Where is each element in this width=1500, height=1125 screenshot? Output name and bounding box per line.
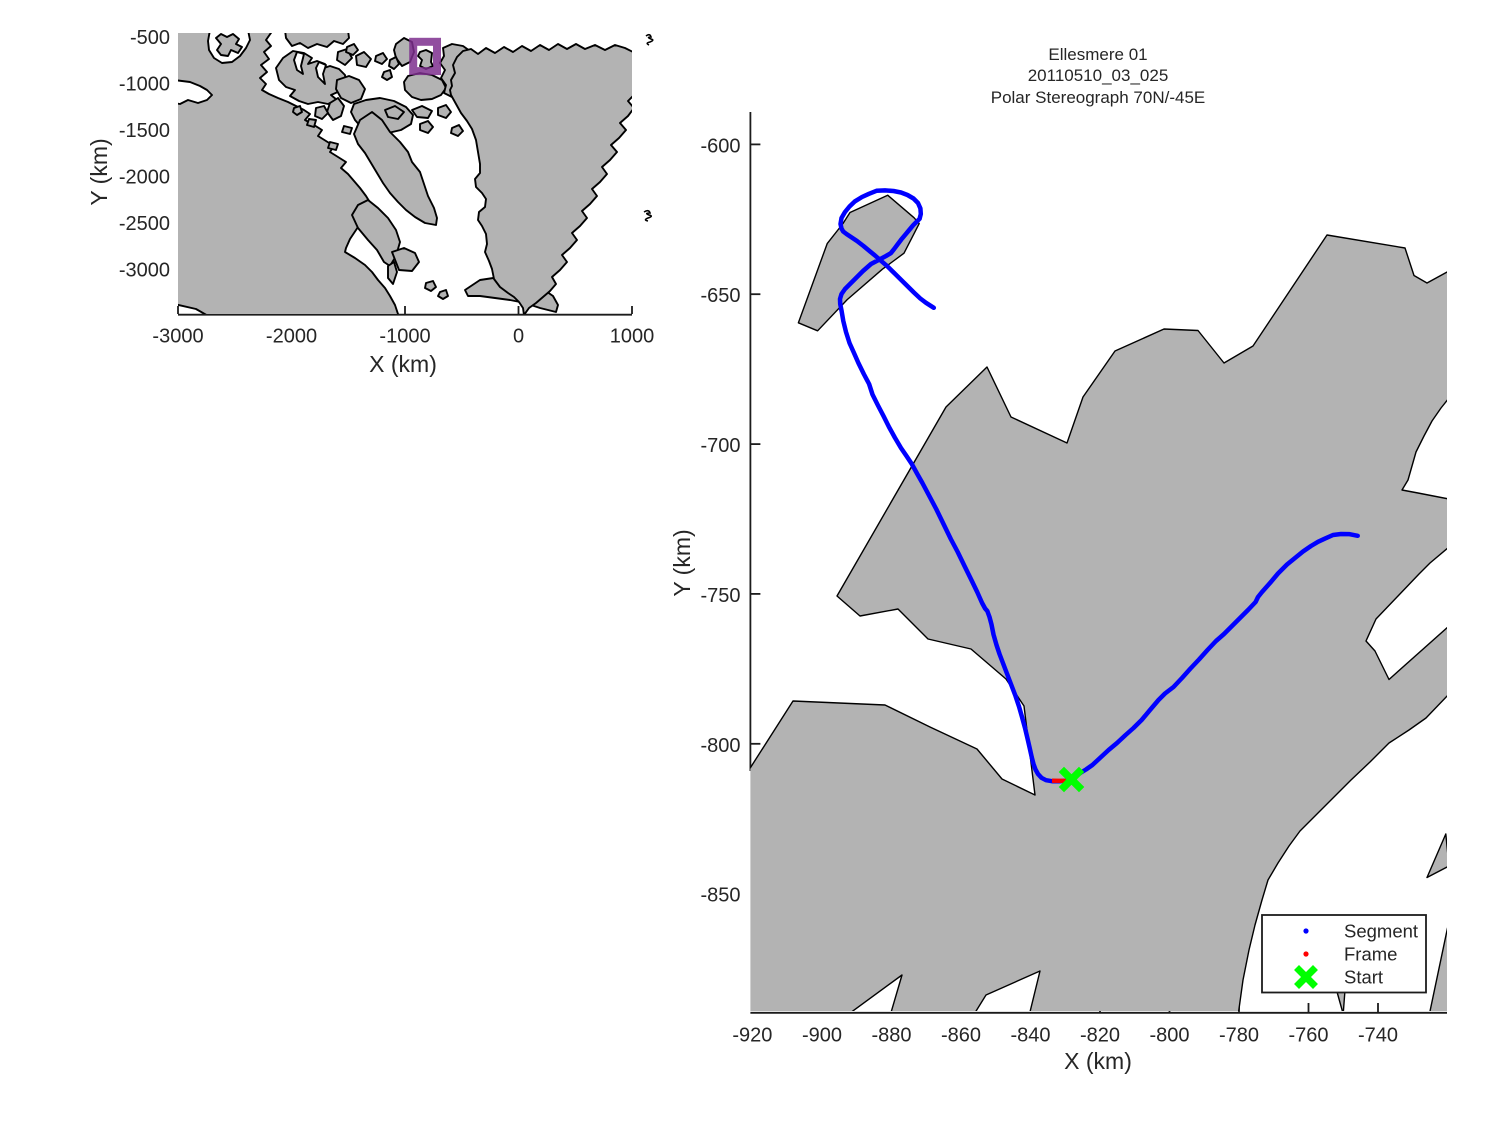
svg-text:-750: -750	[700, 585, 740, 607]
svg-text:X (km): X (km)	[1064, 1048, 1132, 1074]
svg-text:-800: -800	[700, 735, 740, 757]
svg-text:20110510_03_025: 20110510_03_025	[1028, 66, 1169, 85]
svg-text:-700: -700	[700, 435, 740, 457]
svg-text:-3000: -3000	[152, 326, 203, 348]
svg-text:-600: -600	[700, 135, 740, 157]
svg-text:-500: -500	[130, 27, 170, 49]
svg-text:-860: -860	[941, 1025, 981, 1047]
svg-text:Ellesmere 01: Ellesmere 01	[1048, 45, 1147, 64]
svg-text:Polar Stereograph 70N/-45E: Polar Stereograph 70N/-45E	[991, 88, 1206, 107]
svg-text:-800: -800	[1149, 1025, 1189, 1047]
svg-text:-780: -780	[1219, 1025, 1259, 1047]
svg-text:1000: 1000	[610, 326, 655, 348]
svg-text:-920: -920	[732, 1025, 772, 1047]
svg-text:Y (km): Y (km)	[669, 529, 695, 596]
svg-text:-820: -820	[1080, 1025, 1120, 1047]
svg-text:-1000: -1000	[379, 326, 430, 348]
svg-text:Segment: Segment	[1344, 921, 1418, 942]
svg-text:-900: -900	[802, 1025, 842, 1047]
svg-text:-840: -840	[1010, 1025, 1050, 1047]
svg-text:Frame: Frame	[1344, 944, 1397, 965]
svg-text:-1500: -1500	[119, 120, 170, 142]
svg-text:-740: -740	[1358, 1025, 1398, 1047]
svg-text:-880: -880	[871, 1025, 911, 1047]
svg-text:-2000: -2000	[266, 326, 317, 348]
svg-text:-850: -850	[700, 885, 740, 907]
svg-text:X (km): X (km)	[369, 351, 437, 377]
svg-text:Y (km): Y (km)	[86, 138, 112, 205]
svg-text:-1000: -1000	[119, 73, 170, 95]
svg-text:Start: Start	[1344, 967, 1383, 988]
svg-text:-2500: -2500	[119, 213, 170, 235]
svg-text:-650: -650	[700, 285, 740, 307]
svg-text:-3000: -3000	[119, 259, 170, 281]
svg-text:0: 0	[513, 326, 524, 348]
svg-text:-2000: -2000	[119, 166, 170, 188]
svg-text:-760: -760	[1288, 1025, 1328, 1047]
